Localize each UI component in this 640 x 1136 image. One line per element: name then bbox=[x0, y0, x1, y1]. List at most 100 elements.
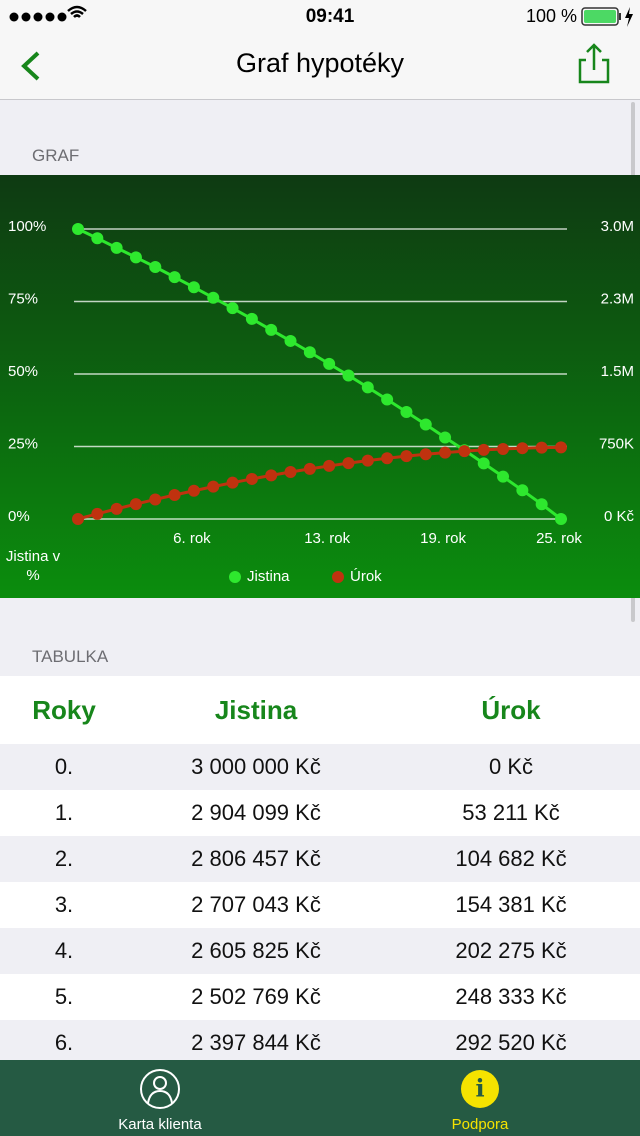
data-point bbox=[323, 357, 336, 370]
y2-tick-label: 1.5M bbox=[601, 363, 634, 380]
table-cell: 2 904 099 Kč bbox=[191, 800, 321, 825]
table-cell: 2 397 844 Kč bbox=[191, 1030, 321, 1055]
data-point bbox=[72, 513, 84, 525]
table-cell: 0 Kč bbox=[488, 754, 534, 779]
data-point bbox=[555, 513, 567, 525]
data-point bbox=[207, 291, 220, 304]
data-point bbox=[497, 442, 510, 455]
data-point bbox=[535, 441, 548, 454]
y2-tick-label: 0 Kč bbox=[604, 508, 635, 525]
section-header: TABULKA bbox=[32, 647, 109, 666]
y-tick-label: 75% bbox=[8, 290, 38, 307]
data-point bbox=[342, 369, 355, 382]
series-line bbox=[77, 445, 562, 521]
data-point bbox=[303, 462, 316, 475]
tab-bar: i Karta klienta Podpora bbox=[0, 1060, 640, 1136]
data-point bbox=[226, 302, 239, 315]
x-tick-label: 13. rok bbox=[304, 530, 350, 547]
data-point bbox=[72, 223, 84, 235]
table-cell: 4. bbox=[54, 938, 74, 963]
table-row: 5. 2 502 769 Kč 248 333 Kč bbox=[0, 974, 640, 1020]
y-tick-label: 100% bbox=[8, 218, 46, 235]
data-point bbox=[516, 484, 529, 497]
table-cell: 3. bbox=[54, 892, 74, 917]
table-row: 6. 2 397 844 Kč 292 520 Kč bbox=[0, 1020, 640, 1066]
legend-label: Jistina bbox=[247, 568, 290, 585]
data-point bbox=[168, 488, 181, 501]
y-tick-label: 50% bbox=[8, 363, 38, 380]
y-axis-label: Jistina v % bbox=[5, 548, 61, 584]
table-cell: 104 682 Kč bbox=[455, 846, 567, 871]
chart-panel: 0% 25% 50% 75% 100% 0 Kč 750K 1.5M 2.3M 3.0M 6. ro… bbox=[0, 175, 640, 598]
data-point bbox=[129, 251, 142, 264]
data-point bbox=[284, 334, 297, 347]
table-cell: 2 707 043 Kč bbox=[191, 892, 321, 917]
y2-tick-label: 3.0M bbox=[601, 218, 634, 235]
svg-text:i: i bbox=[475, 1074, 484, 1103]
data-point bbox=[323, 459, 336, 472]
table-cell: 202 275 Kč bbox=[455, 938, 567, 963]
data-point bbox=[91, 507, 104, 520]
data-point bbox=[419, 418, 432, 431]
table-cell: 0. bbox=[54, 754, 74, 779]
table-row: 0. 3 000 000 Kč 0 Kč bbox=[0, 744, 640, 790]
data-point bbox=[477, 443, 490, 456]
data-point bbox=[361, 381, 374, 394]
table-cell: 2 605 825 Kč bbox=[191, 938, 321, 963]
table-row: 4. 2 605 825 Kč 202 275 Kč bbox=[0, 928, 640, 974]
legend-marker bbox=[332, 571, 344, 583]
header-cell: Jistina bbox=[214, 695, 298, 725]
data-point bbox=[381, 452, 394, 465]
data-point bbox=[149, 260, 162, 273]
y-tick-label: 25% bbox=[8, 435, 38, 452]
header-cell: Úrok bbox=[481, 695, 541, 725]
data-point bbox=[187, 281, 200, 294]
data-point bbox=[265, 323, 278, 336]
data-point bbox=[458, 445, 471, 458]
data-point bbox=[400, 405, 413, 418]
nav-icons: Graf hypotéky bbox=[21, 43, 610, 84]
data-point bbox=[149, 493, 162, 506]
data-point bbox=[284, 466, 297, 479]
y-tick-label: 0% bbox=[8, 508, 30, 525]
data-point bbox=[439, 431, 452, 444]
data-point bbox=[535, 498, 548, 511]
table-cell: 248 333 Kč bbox=[455, 984, 567, 1009]
data-point bbox=[245, 472, 258, 485]
status-bar: 09:41 100 % bbox=[0, 0, 640, 40]
table-cell: 1. bbox=[54, 800, 74, 825]
table-header: Roky Jistina Úrok bbox=[0, 676, 640, 744]
data-point bbox=[477, 457, 490, 470]
table-cell: 292 520 Kč bbox=[455, 1030, 567, 1055]
table-row: 1. 2 904 099 Kč 53 211 Kč bbox=[0, 790, 640, 836]
legend-label: Úrok bbox=[350, 568, 382, 585]
data-point bbox=[129, 498, 142, 511]
back-button[interactable] bbox=[21, 51, 40, 81]
data-point bbox=[207, 480, 220, 493]
data-point bbox=[497, 470, 510, 483]
table-cell: 154 381 Kč bbox=[455, 892, 567, 917]
data-point bbox=[381, 393, 394, 406]
nav-title: Graf hypotéky bbox=[236, 48, 405, 78]
share-button[interactable] bbox=[578, 43, 610, 84]
data-point bbox=[226, 476, 239, 489]
table-cell: 2 806 457 Kč bbox=[191, 846, 321, 871]
data-point bbox=[110, 502, 123, 515]
data-point bbox=[419, 448, 432, 461]
chart: 0% 25% 50% 75% 100% 0 Kč 750K 1.5M 2.3M 3.0M 6. ro… bbox=[8, 218, 635, 585]
data-point bbox=[265, 469, 278, 482]
data-point bbox=[168, 271, 181, 284]
tab-label[interactable]: Karta klienta bbox=[118, 1116, 202, 1133]
y2-tick-label: 750K bbox=[599, 435, 634, 452]
time: 09:41 bbox=[306, 6, 355, 27]
section-header: GRAF bbox=[32, 146, 80, 165]
data-point bbox=[245, 312, 258, 325]
tab-label[interactable]: Podpora bbox=[451, 1116, 509, 1133]
x-tick-label: 19. rok bbox=[420, 530, 466, 547]
table-row: 2. 2 806 457 Kč 104 682 Kč bbox=[0, 836, 640, 882]
y2-tick-label: 2.3M bbox=[601, 290, 634, 307]
table-cell: 3 000 000 Kč bbox=[191, 754, 321, 779]
x-tick-label: 6. rok bbox=[173, 530, 211, 547]
data-point bbox=[91, 232, 104, 245]
